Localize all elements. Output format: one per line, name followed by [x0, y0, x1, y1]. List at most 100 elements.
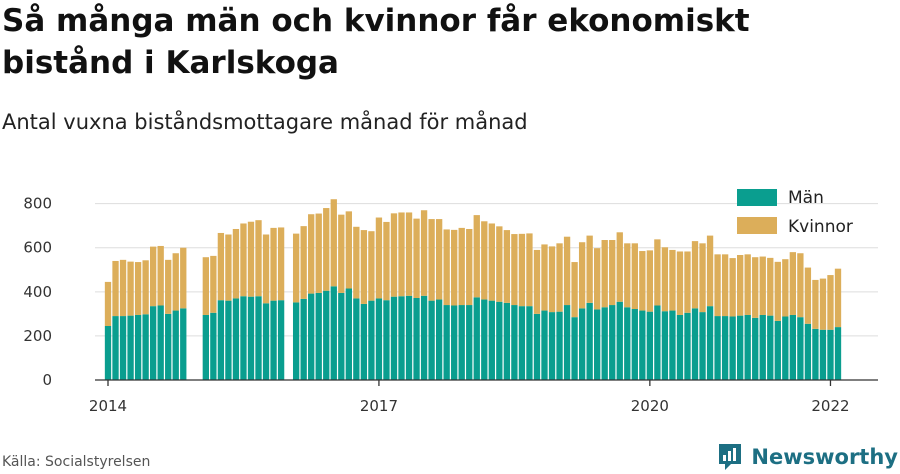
- bar-men: [202, 314, 209, 380]
- bar-women: [323, 208, 330, 291]
- bar-women: [548, 246, 556, 313]
- bar-men: [774, 320, 781, 380]
- bar-men: [315, 292, 322, 380]
- bar-women: [353, 226, 360, 299]
- bar-women: [533, 249, 541, 314]
- legend-swatch-men: [737, 189, 777, 206]
- bar-men: [473, 297, 480, 380]
- bar-men: [435, 299, 443, 380]
- x-tick-label: 2014: [89, 397, 127, 415]
- bar-women: [247, 221, 255, 297]
- bar-men: [119, 316, 127, 380]
- bar-women: [812, 279, 819, 329]
- bar-men: [277, 300, 285, 380]
- bar-women: [488, 223, 495, 301]
- bar-men: [556, 311, 563, 380]
- bar-women: [428, 219, 435, 301]
- bar-men: [706, 306, 714, 380]
- bar-women: [443, 229, 450, 306]
- bar-men: [631, 309, 638, 380]
- bar-men: [782, 316, 789, 380]
- bar-men: [804, 323, 812, 380]
- bar-men: [759, 314, 766, 380]
- bar-men: [488, 300, 495, 380]
- bar-men: [420, 295, 428, 380]
- bar-women: [541, 244, 548, 311]
- bar-men: [104, 325, 112, 380]
- bar-women: [752, 257, 759, 318]
- bar-men: [511, 305, 518, 380]
- bar-women: [767, 257, 774, 316]
- bar-women: [338, 214, 345, 293]
- bar-women: [586, 235, 593, 303]
- legend-label-men: Män: [788, 188, 824, 208]
- bar-men: [330, 286, 337, 380]
- bars: [104, 199, 842, 380]
- bar-women: [149, 246, 157, 307]
- bar-women: [684, 251, 691, 313]
- bar-men: [270, 300, 277, 380]
- bar-women: [330, 199, 337, 287]
- bar-women: [511, 234, 518, 306]
- bar-women: [368, 231, 375, 301]
- bar-women: [413, 218, 420, 298]
- bar-women: [699, 243, 706, 313]
- bar-women: [706, 235, 714, 307]
- bar-women: [104, 281, 112, 326]
- bar-women: [661, 247, 669, 312]
- bar-men: [375, 298, 383, 380]
- bar-men: [496, 301, 503, 380]
- x-ticks: 2014 2017 2020 2022: [89, 380, 850, 415]
- bar-women: [481, 221, 488, 300]
- bar-women: [300, 226, 307, 299]
- bar-men: [744, 314, 751, 380]
- bar-women: [420, 210, 428, 296]
- bar-women: [119, 259, 127, 317]
- x-tick-label: 2017: [360, 397, 398, 415]
- bar-men: [458, 305, 465, 380]
- bar-men: [834, 327, 842, 380]
- bar-men: [616, 301, 623, 380]
- brand-name: Newsworthy: [751, 445, 898, 469]
- bar-men: [503, 302, 511, 380]
- bar-women: [217, 232, 225, 301]
- bar-men: [165, 313, 172, 380]
- bar-women: [789, 252, 797, 315]
- bar-women: [624, 243, 631, 308]
- bar-men: [669, 310, 676, 380]
- bar-men: [789, 314, 797, 380]
- bar-women: [292, 233, 300, 303]
- bar-men: [819, 329, 827, 380]
- bar-women: [729, 258, 736, 317]
- bar-women: [518, 233, 526, 307]
- bar-women: [496, 226, 503, 302]
- bar-women: [834, 268, 842, 328]
- bar-men: [646, 311, 654, 380]
- bar-men: [737, 315, 744, 380]
- bar-women: [127, 261, 134, 316]
- bar-women: [165, 259, 172, 314]
- y-tick-label: 400: [23, 283, 52, 301]
- bar-men: [157, 305, 164, 380]
- bar-men: [413, 297, 420, 380]
- bar-men: [767, 315, 774, 380]
- bar-women: [691, 241, 699, 309]
- bar-women: [744, 254, 751, 315]
- bar-women: [172, 253, 179, 311]
- bar-men: [149, 306, 157, 380]
- bar-men: [360, 303, 368, 380]
- bar-women: [277, 227, 285, 301]
- legend: Män Kvinnor: [737, 188, 853, 237]
- bar-women: [466, 228, 473, 306]
- bar-women: [503, 230, 511, 303]
- brand-logo: Newsworthy: [717, 440, 898, 474]
- bar-men: [548, 312, 556, 380]
- y-tick-label: 0: [42, 371, 52, 389]
- bar-men: [451, 305, 458, 380]
- bar-men: [353, 298, 360, 380]
- bar-men: [578, 308, 586, 380]
- bar-men: [443, 305, 450, 380]
- legend-label-women: Kvinnor: [788, 217, 853, 237]
- bar-women: [473, 215, 480, 298]
- bar-men: [323, 290, 330, 380]
